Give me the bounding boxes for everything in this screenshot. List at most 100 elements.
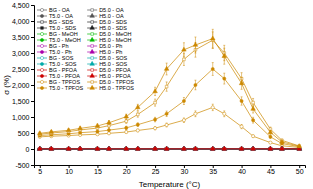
marker: [96, 130, 99, 133]
marker: [95, 146, 100, 150]
error-bar: [212, 63, 214, 76]
marker: [49, 146, 54, 150]
series: [37, 29, 301, 147]
legend-marker: [90, 13, 95, 17]
tick-label: 4,000: [12, 18, 30, 25]
marker: [95, 123, 100, 127]
legend-marker: [40, 74, 43, 77]
marker: [66, 146, 71, 150]
marker: [107, 146, 112, 150]
error-bar: [241, 97, 243, 105]
marker: [164, 66, 169, 70]
tick-mark: [31, 165, 34, 166]
tick-mark: [31, 85, 34, 86]
legend-marker: [40, 32, 43, 35]
marker: [95, 146, 100, 150]
marker: [182, 99, 185, 102]
tick-label: 35: [209, 168, 217, 175]
marker: [222, 146, 227, 150]
marker: [193, 146, 198, 150]
tick-mark: [31, 117, 34, 118]
tick: 1,000: [12, 114, 34, 121]
marker: [66, 146, 71, 150]
tick-label: 40: [238, 168, 246, 175]
marker: [182, 119, 185, 122]
series: [38, 32, 300, 147]
tick-label: 5: [38, 168, 42, 175]
error-bar: [154, 117, 156, 121]
tick: 10: [65, 165, 73, 175]
legend-marker: [90, 85, 95, 89]
marker: [268, 146, 273, 150]
marker: [193, 146, 198, 150]
marker: [164, 146, 169, 150]
marker: [66, 128, 71, 132]
tick-label: 50: [296, 168, 304, 175]
error-bar: [137, 129, 139, 132]
tick-label: 1,000: [12, 114, 30, 121]
marker: [251, 146, 256, 150]
marker: [210, 146, 215, 150]
series: [38, 147, 301, 150]
plot-area: [37, 29, 301, 150]
marker: [136, 146, 141, 150]
tick-label: 1,500: [12, 98, 30, 105]
marker: [124, 146, 129, 150]
marker: [78, 146, 83, 150]
error-bar: [241, 125, 243, 129]
marker: [164, 146, 169, 150]
error-bar: [137, 112, 139, 117]
marker: [240, 125, 243, 128]
marker: [165, 85, 168, 88]
legend-marker: [40, 86, 43, 89]
series: [37, 146, 301, 150]
legend-swatch: [87, 34, 97, 35]
marker: [183, 58, 186, 61]
marker: [222, 54, 227, 58]
marker: [95, 146, 100, 150]
legend-marker: [91, 33, 94, 36]
marker: [49, 146, 54, 150]
marker: [280, 146, 285, 150]
marker: [239, 146, 244, 150]
marker: [280, 146, 285, 150]
tick: 5: [38, 165, 42, 175]
marker: [124, 146, 129, 150]
tick: 500: [18, 130, 34, 137]
x-axis: 5101520253035404550: [35, 165, 306, 175]
tick-label: 25: [152, 168, 160, 175]
marker: [154, 101, 157, 104]
marker: [153, 146, 158, 150]
marker: [136, 146, 141, 150]
legend-marker: [90, 37, 95, 41]
marker: [210, 36, 215, 40]
marker: [251, 146, 256, 150]
marker: [78, 146, 83, 150]
marker: [222, 146, 227, 150]
series: [38, 148, 300, 151]
tick: 30: [181, 165, 189, 175]
marker: [268, 146, 273, 150]
error-bar: [223, 111, 225, 117]
marker: [211, 67, 214, 70]
marker: [239, 146, 244, 150]
marker: [280, 146, 285, 150]
marker: [49, 146, 54, 150]
series: [38, 147, 301, 150]
tick-label: 4,500: [12, 2, 30, 9]
marker: [124, 114, 129, 118]
tick: 25: [152, 165, 160, 175]
tick-label: 45: [267, 168, 275, 175]
legend-marker: [40, 14, 43, 17]
marker: [193, 146, 198, 150]
marker: [153, 146, 158, 150]
series-line: [40, 40, 299, 146]
marker: [37, 146, 42, 150]
legend: BG - OAT5.0 - OABG - SDST5.0 - SDSBG - M…: [37, 7, 134, 91]
series: [38, 104, 301, 149]
marker: [268, 146, 273, 150]
marker: [222, 146, 227, 150]
tick: -500: [15, 162, 34, 169]
legend-marker: [40, 50, 43, 53]
marker: [298, 145, 301, 148]
